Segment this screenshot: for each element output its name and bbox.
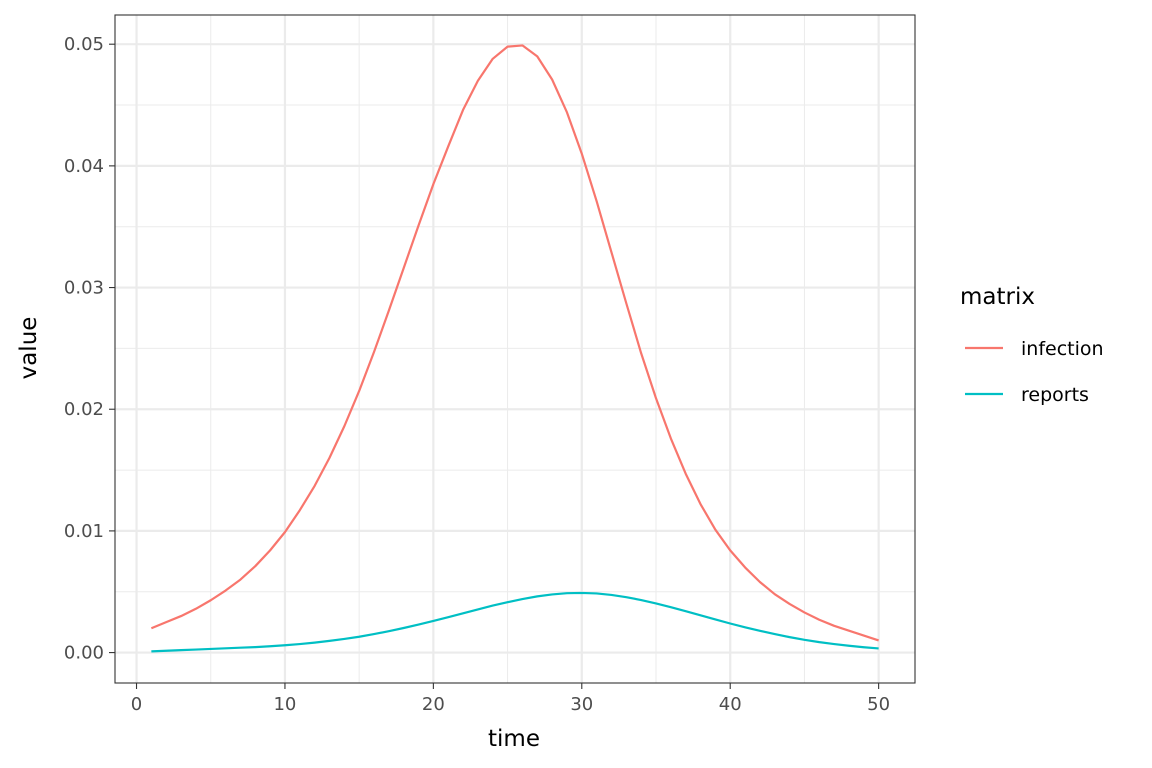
y-axis-title: value (16, 317, 42, 380)
legend-label-reports: reports (1021, 384, 1089, 406)
x-tick-label: 30 (570, 694, 593, 715)
x-tick-label: 50 (867, 694, 890, 715)
x-axis-title: time (488, 726, 540, 752)
x-axis: 0 10 20 30 40 50 (131, 683, 890, 715)
x-tick-label: 10 (273, 694, 296, 715)
y-axis: 0.00 0.01 0.02 0.03 0.04 0.05 (64, 34, 115, 664)
legend-label-infection: infection (1021, 338, 1104, 360)
x-tick-label: 0 (131, 694, 142, 715)
y-tick-label: 0.01 (64, 521, 104, 542)
legend: matrix infection reports (960, 284, 1104, 406)
panel-border (114, 14, 916, 684)
x-tick-label: 40 (719, 694, 742, 715)
series-line-infection (150, 44, 879, 642)
y-tick-label: 0.04 (64, 156, 104, 177)
y-tick-label: 0.05 (64, 34, 104, 55)
plot-panel (114, 14, 916, 684)
y-tick-label: 0.02 (64, 399, 104, 420)
y-tick-label: 0.00 (64, 643, 104, 664)
legend-title: matrix (960, 284, 1035, 310)
x-tick-label: 20 (422, 694, 445, 715)
y-tick-label: 0.03 (64, 278, 104, 299)
series-line-reports (151, 591, 879, 653)
